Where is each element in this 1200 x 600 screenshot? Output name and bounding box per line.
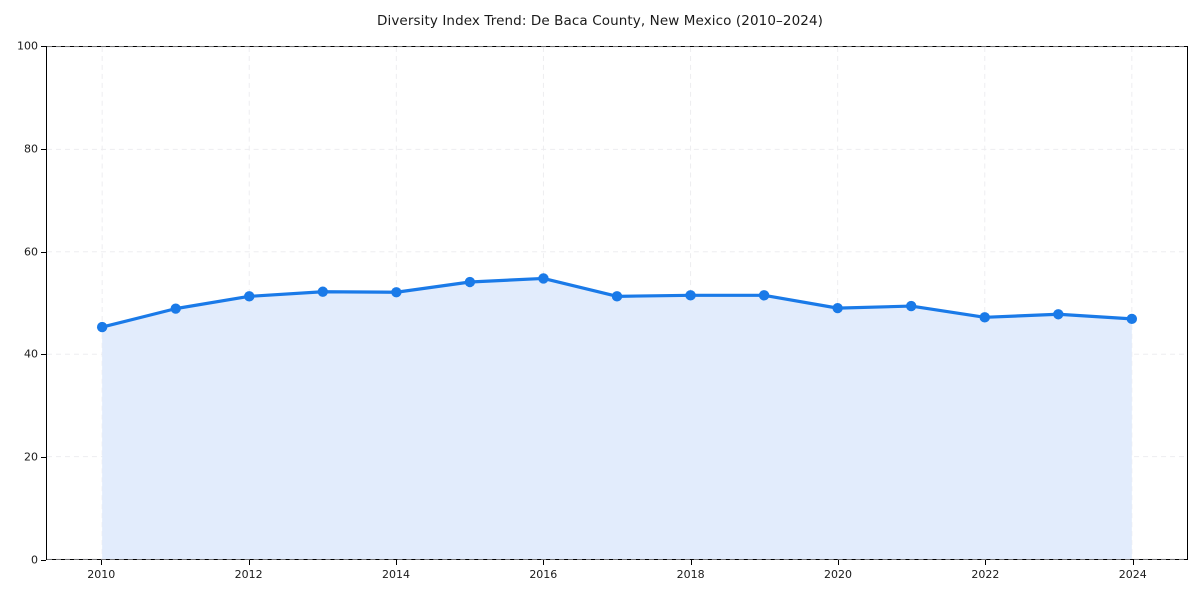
y-axis-tick-mark xyxy=(41,457,46,459)
data-point-marker xyxy=(538,273,549,284)
data-point-marker xyxy=(244,291,255,302)
data-point-marker xyxy=(317,286,328,297)
y-axis-tick-label: 80 xyxy=(24,142,38,156)
data-point-marker xyxy=(391,287,402,298)
y-axis-tick-label: 0 xyxy=(31,553,38,567)
x-axis-tick-mark xyxy=(838,560,840,565)
x-axis-tick-mark xyxy=(1132,560,1134,565)
data-point-marker xyxy=(96,321,108,333)
data-point-marker xyxy=(1126,313,1138,325)
data-point-marker xyxy=(464,276,476,288)
x-axis-tick-label: 2014 xyxy=(381,568,410,581)
y-axis-tick-mark xyxy=(41,46,46,47)
x-axis-tick-label: 2016 xyxy=(529,568,558,581)
x-axis-tick-label: 2010 xyxy=(87,568,116,581)
data-point-marker xyxy=(170,303,181,314)
x-axis-tick-label: 2018 xyxy=(676,568,705,581)
y-axis-tick-mark xyxy=(41,251,46,253)
x-axis-tick-mark xyxy=(690,560,692,565)
data-point-marker xyxy=(832,302,843,314)
y-axis-tick-label: 20 xyxy=(24,450,38,464)
data-point-marker xyxy=(906,300,917,312)
plot-area xyxy=(46,46,1188,560)
x-axis-tick-label: 2022 xyxy=(971,568,1000,581)
x-axis-tick-label: 2024 xyxy=(1118,568,1147,581)
data-line-and-markers xyxy=(96,273,1138,333)
data-point-marker xyxy=(979,312,990,323)
chart-title: Diversity Index Trend: De Baca County, N… xyxy=(376,13,824,29)
data-point-marker xyxy=(758,290,770,301)
y-axis-tick-mark xyxy=(41,560,46,561)
x-axis-tick-label: 2020 xyxy=(824,568,853,581)
data-point-marker xyxy=(1053,309,1064,320)
x-axis-tick-label: 2012 xyxy=(234,568,263,581)
y-axis-tick-label: 100 xyxy=(17,39,38,53)
area-fill xyxy=(102,278,1132,559)
data-point-marker xyxy=(611,291,623,302)
y-axis-tick-mark xyxy=(41,354,46,356)
x-axis-tick-mark xyxy=(101,560,103,565)
y-axis-tick-mark xyxy=(41,148,46,150)
x-axis-tick-mark xyxy=(985,560,987,565)
x-axis-tick-mark xyxy=(543,560,545,565)
x-axis-tick-mark xyxy=(248,560,250,565)
data-point-marker xyxy=(685,290,696,301)
y-axis-tick-label: 40 xyxy=(24,347,38,361)
x-axis-tick-mark xyxy=(395,560,397,565)
y-axis-tick-label: 60 xyxy=(24,245,38,259)
